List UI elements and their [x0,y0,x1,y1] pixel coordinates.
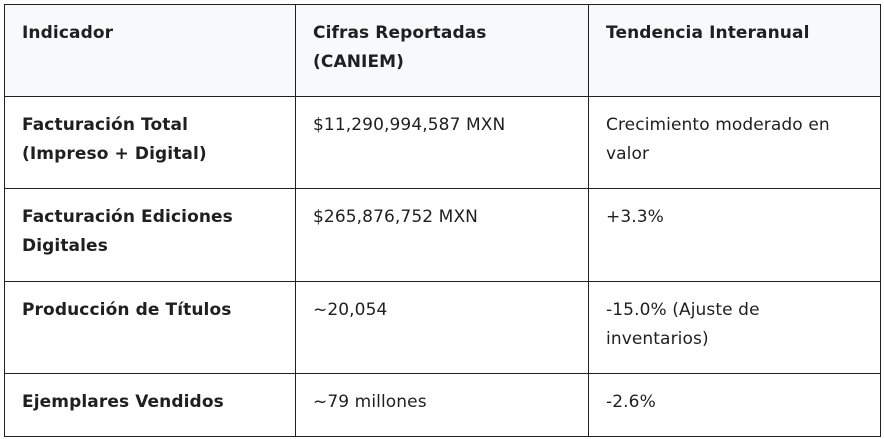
cell-trend: Crecimiento moderado en valor [588,96,881,189]
table-row: Facturación Ediciones Digitales $265,876… [4,188,881,282]
cell-figure: $11,290,994,587 MXN [295,96,589,189]
table-row: Ejemplares Vendidos ~79 millones -2.6% [4,373,881,437]
table-row: Facturación Total (Impreso + Digital) $1… [4,96,881,189]
header-indicador: Indicador [4,4,296,97]
cell-indicator: Ejemplares Vendidos [4,373,296,437]
cell-figure: ~79 millones [295,373,589,437]
cell-trend: +3.3% [588,188,881,282]
header-cifras-reportadas: Cifras Reportadas (CANIEM) [295,4,589,97]
table-row: Producción de Títulos ~20,054 -15.0% (Aj… [4,281,881,374]
header-row: Indicador Cifras Reportadas (CANIEM) Ten… [4,4,881,97]
indicators-table: Indicador Cifras Reportadas (CANIEM) Ten… [4,4,881,437]
cell-figure: ~20,054 [295,281,589,374]
table-body: Facturación Total (Impreso + Digital) $1… [4,96,881,437]
cell-indicator: Producción de Títulos [4,281,296,374]
cell-figure: $265,876,752 MXN [295,188,589,282]
cell-trend: -2.6% [588,373,881,437]
cell-indicator: Facturación Total (Impreso + Digital) [4,96,296,189]
data-table-container: Indicador Cifras Reportadas (CANIEM) Ten… [4,4,881,437]
table-header: Indicador Cifras Reportadas (CANIEM) Ten… [4,4,881,97]
cell-indicator: Facturación Ediciones Digitales [4,188,296,282]
cell-trend: -15.0% (Ajuste de inventarios) [588,281,881,374]
header-tendencia-interanual: Tendencia Interanual [588,4,881,97]
